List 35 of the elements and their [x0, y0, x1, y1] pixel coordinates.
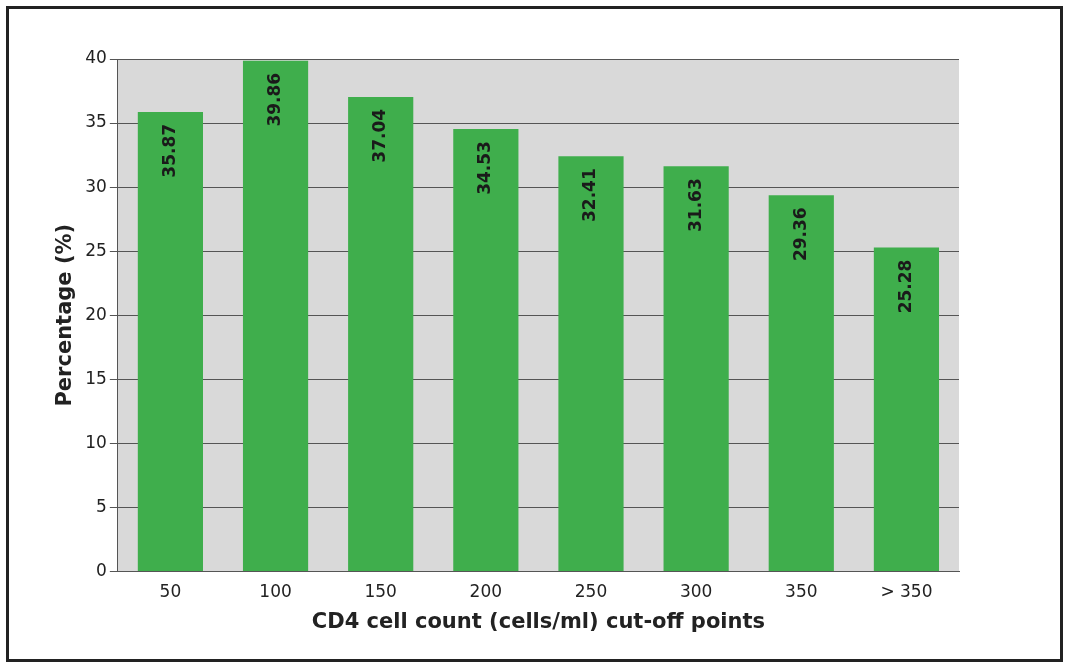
bar	[137, 111, 203, 571]
y-tick-label: 15	[85, 367, 107, 388]
data-label: 29.36	[789, 207, 810, 262]
y-tick-label: 30	[85, 175, 107, 196]
y-tick-label: 5	[96, 495, 107, 516]
data-label: 25.28	[894, 259, 915, 314]
y-tick-label: 40	[85, 47, 107, 68]
bar	[768, 195, 834, 571]
x-tick-label: 350	[785, 581, 818, 602]
x-tick-label: 50	[159, 581, 182, 602]
x-axis-title: CD4 cell count (cells/ml) cut-off points	[311, 608, 766, 633]
y-tick-label: 35	[85, 111, 107, 132]
y-tick-label: 25	[85, 239, 107, 260]
y-tick-label: 10	[85, 431, 107, 452]
y-axis-title: Percentage (%)	[52, 223, 77, 407]
bar	[242, 60, 309, 571]
x-tick-label: 200	[469, 581, 503, 602]
data-label: 31.63	[684, 178, 705, 232]
x-tick-label: 300	[679, 581, 713, 602]
data-label: 35.87	[158, 123, 179, 178]
bar	[348, 96, 414, 571]
x-tick-label: > 350	[880, 581, 933, 602]
data-label: 34.53	[474, 141, 495, 195]
bar	[873, 247, 940, 571]
bar	[558, 156, 624, 571]
x-tick-label: 150	[364, 581, 397, 602]
data-label: 32.41	[579, 168, 600, 223]
y-tick-label: 20	[85, 303, 107, 324]
data-label: 37.04	[369, 108, 390, 163]
data-label: 39.86	[263, 72, 284, 127]
x-tick-label: 250	[574, 581, 608, 602]
y-tick-label: 0	[96, 559, 107, 580]
bar	[453, 129, 519, 571]
bar	[663, 166, 729, 571]
x-tick-label: 100	[259, 581, 292, 602]
